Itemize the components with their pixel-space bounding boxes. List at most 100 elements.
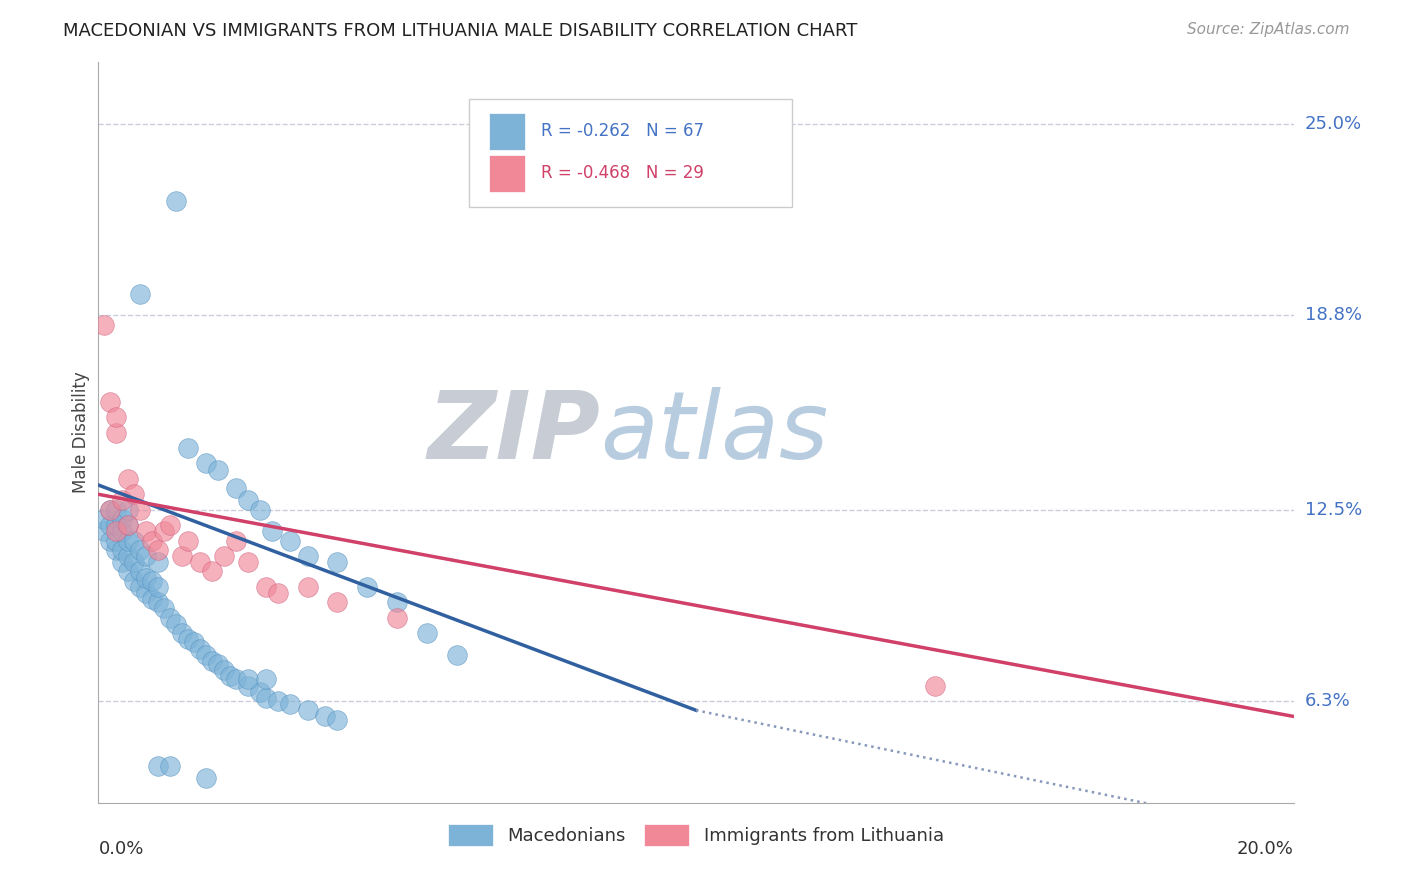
Point — [260, 524, 283, 539]
Point — [201, 654, 224, 668]
Point — [207, 462, 229, 476]
Text: 18.8%: 18.8% — [1305, 306, 1361, 325]
Point — [172, 626, 194, 640]
Point — [254, 673, 277, 687]
Point — [117, 502, 139, 516]
Point — [93, 512, 115, 526]
Point — [117, 565, 139, 579]
Point — [326, 595, 349, 609]
Point — [98, 533, 122, 548]
Point — [159, 611, 181, 625]
Point — [297, 580, 319, 594]
Point — [254, 690, 277, 705]
Point — [129, 542, 152, 557]
Point — [212, 549, 235, 563]
Text: 20.0%: 20.0% — [1237, 840, 1294, 858]
Point — [326, 555, 349, 569]
Point — [105, 533, 128, 548]
Point — [105, 542, 128, 557]
Point — [385, 611, 409, 625]
Point — [236, 673, 259, 687]
Text: 6.3%: 6.3% — [1305, 692, 1350, 710]
Point — [148, 595, 170, 609]
Text: 0.0%: 0.0% — [98, 840, 143, 858]
Point — [297, 549, 319, 563]
Point — [117, 518, 139, 533]
Point — [98, 502, 122, 516]
Point — [188, 641, 211, 656]
Point — [165, 194, 187, 209]
Point — [153, 601, 176, 615]
Bar — [489, 112, 524, 150]
Text: R = -0.468   N = 29: R = -0.468 N = 29 — [541, 164, 703, 183]
Point — [117, 533, 139, 548]
Legend: Macedonians, Immigrants from Lithuania: Macedonians, Immigrants from Lithuania — [441, 816, 950, 853]
Point — [236, 493, 259, 508]
Point — [183, 635, 205, 649]
Point — [249, 685, 271, 699]
FancyBboxPatch shape — [470, 99, 792, 207]
Point — [105, 524, 128, 539]
Point — [195, 648, 218, 662]
Point — [315, 709, 337, 723]
Point — [141, 592, 163, 607]
Point — [105, 410, 128, 425]
Point — [105, 518, 128, 533]
Point — [135, 549, 157, 563]
Text: R = -0.262   N = 67: R = -0.262 N = 67 — [541, 122, 703, 140]
Point — [177, 533, 200, 548]
Point — [212, 663, 235, 677]
Point — [924, 679, 946, 693]
Point — [446, 648, 468, 662]
Point — [117, 472, 139, 486]
Point — [267, 586, 290, 600]
Point — [141, 574, 163, 588]
Point — [93, 318, 115, 332]
Point — [201, 565, 224, 579]
Point — [111, 555, 134, 569]
Point — [105, 502, 128, 516]
Point — [135, 524, 157, 539]
Point — [249, 502, 271, 516]
Point — [254, 580, 277, 594]
Point — [195, 771, 218, 785]
Point — [225, 481, 247, 495]
Point — [385, 595, 409, 609]
Point — [165, 616, 187, 631]
Point — [98, 502, 122, 516]
Point — [225, 533, 247, 548]
Point — [207, 657, 229, 671]
Point — [129, 565, 152, 579]
Point — [124, 555, 146, 569]
Point — [225, 673, 247, 687]
Text: 25.0%: 25.0% — [1305, 115, 1362, 133]
Point — [297, 703, 319, 717]
Point — [416, 626, 439, 640]
Point — [111, 542, 134, 557]
Point — [148, 542, 170, 557]
Point — [111, 493, 134, 508]
Text: 12.5%: 12.5% — [1305, 500, 1362, 519]
Point — [129, 502, 152, 516]
Point — [129, 580, 152, 594]
Point — [124, 487, 146, 501]
Point — [148, 758, 170, 772]
Point — [159, 518, 181, 533]
Point — [141, 533, 163, 548]
Point — [148, 555, 170, 569]
Point — [159, 758, 181, 772]
Point — [278, 697, 301, 711]
Point — [177, 632, 200, 647]
Point — [135, 571, 157, 585]
Point — [124, 533, 146, 548]
Point — [356, 580, 378, 594]
Point — [236, 679, 259, 693]
Point — [111, 524, 134, 539]
Point — [219, 669, 242, 683]
Point — [326, 713, 349, 727]
Point — [93, 524, 115, 539]
Text: Source: ZipAtlas.com: Source: ZipAtlas.com — [1187, 22, 1350, 37]
Point — [278, 533, 301, 548]
Point — [153, 524, 176, 539]
Point — [236, 555, 259, 569]
